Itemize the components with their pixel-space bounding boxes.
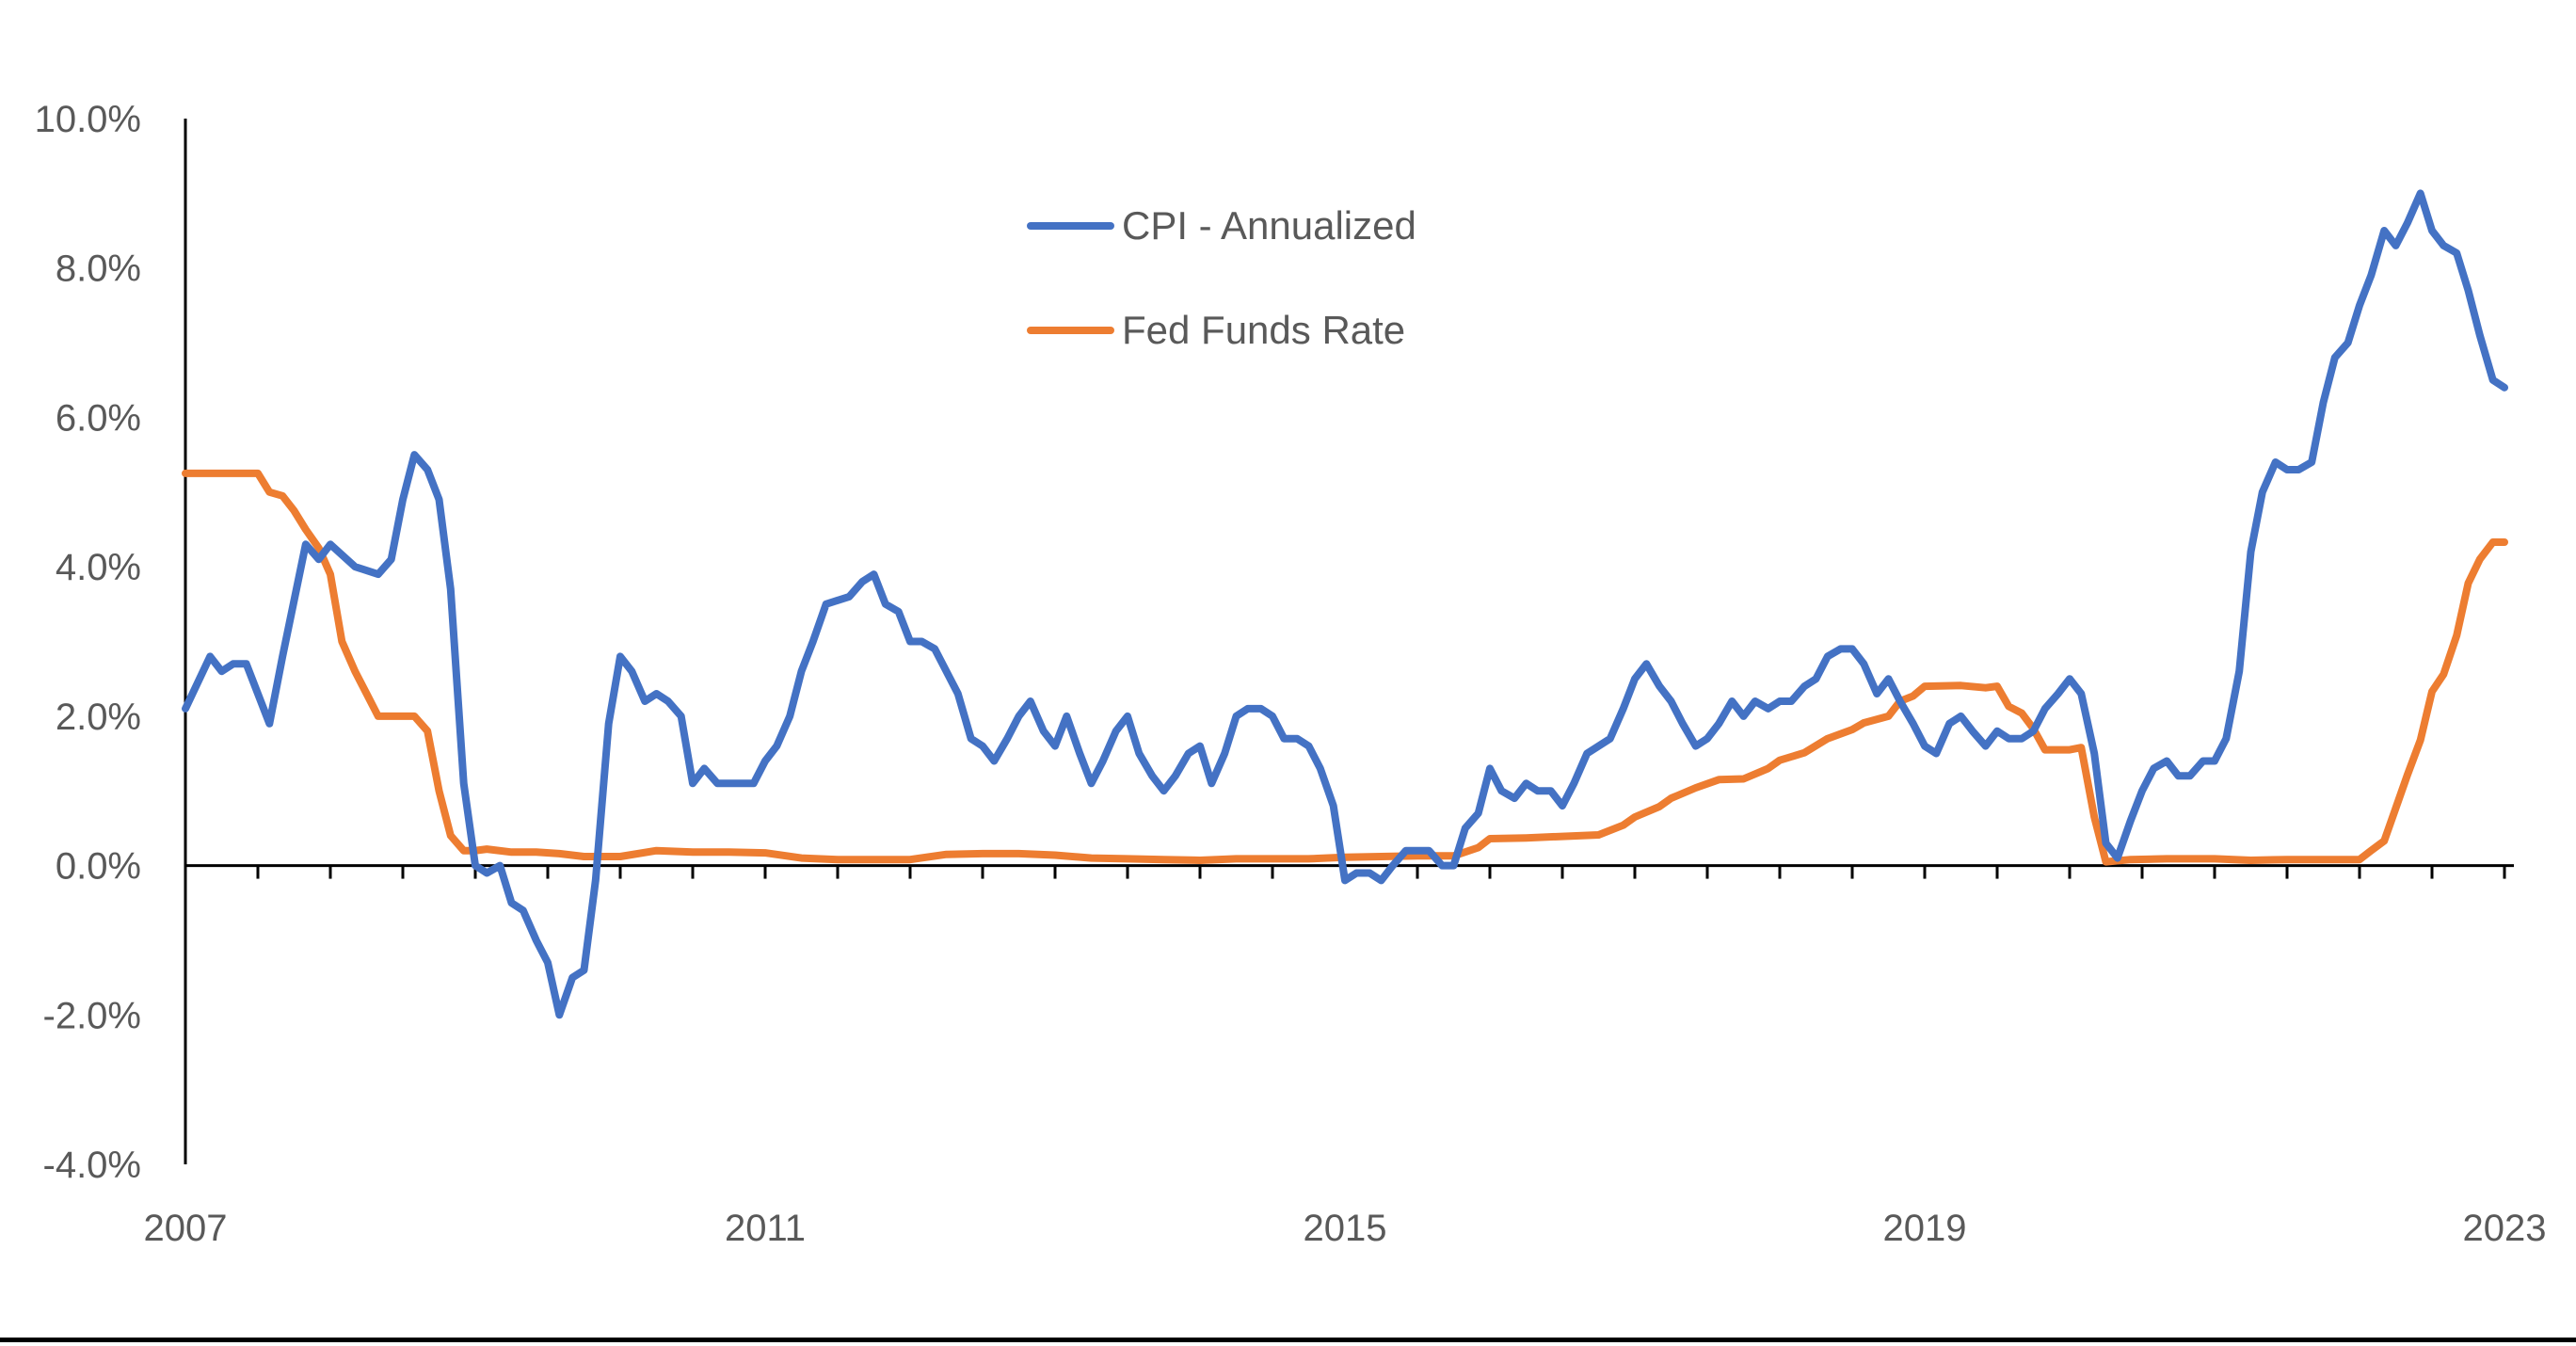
y-tick-label: 2.0% [56, 697, 141, 738]
y-axis: 10.0% 8.0% 6.0% 4.0% 2.0% 0.0% -2.0% -4.0% [35, 99, 187, 1186]
y-tick-label: 10.0% [35, 99, 141, 140]
legend-label-cpi: CPI - Annualized [1122, 203, 1416, 248]
x-tick-label: 2015 [1304, 1208, 1387, 1249]
y-tick-label: 6.0% [56, 397, 141, 439]
x-tick-label: 2007 [144, 1208, 228, 1249]
y-tick-label: -4.0% [43, 1145, 142, 1186]
y-tick-label: -2.0% [43, 995, 142, 1036]
x-tick-label: 2019 [1883, 1208, 1967, 1249]
x-tick-label: 2011 [725, 1208, 806, 1249]
bottom-border [0, 1338, 2576, 1342]
x-tick-labels: 2007 2011 2015 2019 2023 [144, 1208, 2547, 1249]
legend-label-fed: Fed Funds Rate [1122, 308, 1405, 352]
series-lines [182, 189, 2508, 1019]
y-tick-label: 0.0% [56, 846, 141, 888]
y-tick-labels: 10.0% 8.0% 6.0% 4.0% 2.0% 0.0% -2.0% -4.0% [35, 99, 141, 1186]
series-line-fed [182, 469, 2508, 866]
x-tick-label: 2023 [2463, 1208, 2547, 1249]
series-line-cpi [182, 189, 2508, 1019]
y-tick-label: 8.0% [56, 248, 141, 290]
y-tick-label: 4.0% [56, 547, 141, 588]
legend: CPI - Annualized Fed Funds Rate [1027, 203, 1416, 352]
x-axis: 2007 2011 2015 2019 2023 [144, 864, 2547, 1249]
